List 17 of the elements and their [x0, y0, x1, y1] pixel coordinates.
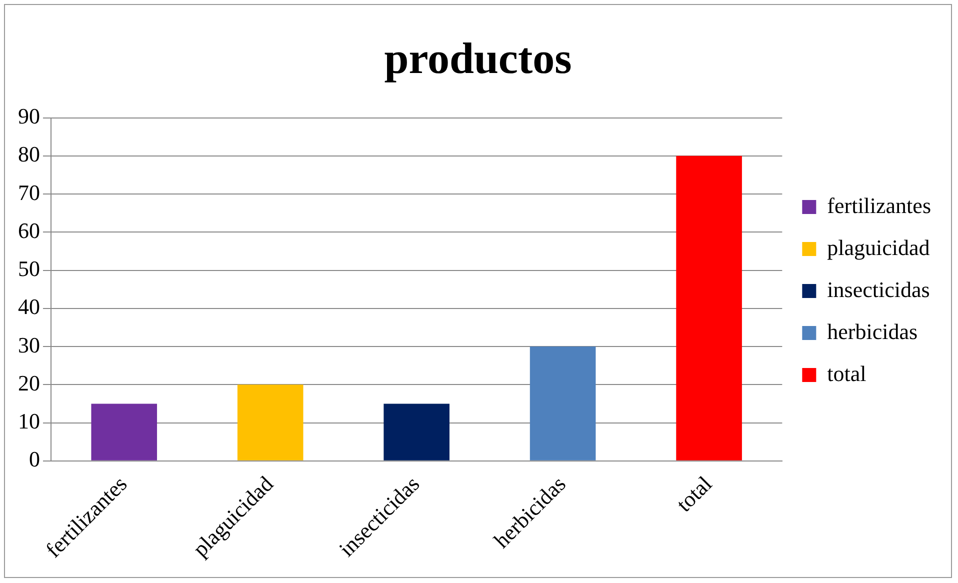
y-tick-label: 30	[18, 332, 40, 358]
legend-label: total	[827, 360, 866, 386]
y-tick-label: 70	[18, 180, 40, 205]
legend-label: herbicidas	[827, 318, 918, 344]
y-tick-label: 40	[18, 294, 40, 320]
y-tick-label: 0	[29, 446, 40, 472]
y-tick-label: 20	[18, 370, 40, 396]
chart-title: productos	[384, 34, 572, 83]
y-tick-label: 80	[18, 142, 40, 167]
y-tick-label: 90	[18, 104, 40, 129]
legend-label: plaguicidad	[827, 234, 930, 260]
y-tick-label: 50	[18, 256, 40, 282]
x-tick-label: total	[671, 471, 717, 517]
y-tick-label: 60	[18, 218, 40, 243]
legend-label: insecticidas	[827, 276, 930, 302]
y-tick-label: 10	[18, 408, 40, 434]
legend-label: fertilizantes	[827, 192, 932, 218]
